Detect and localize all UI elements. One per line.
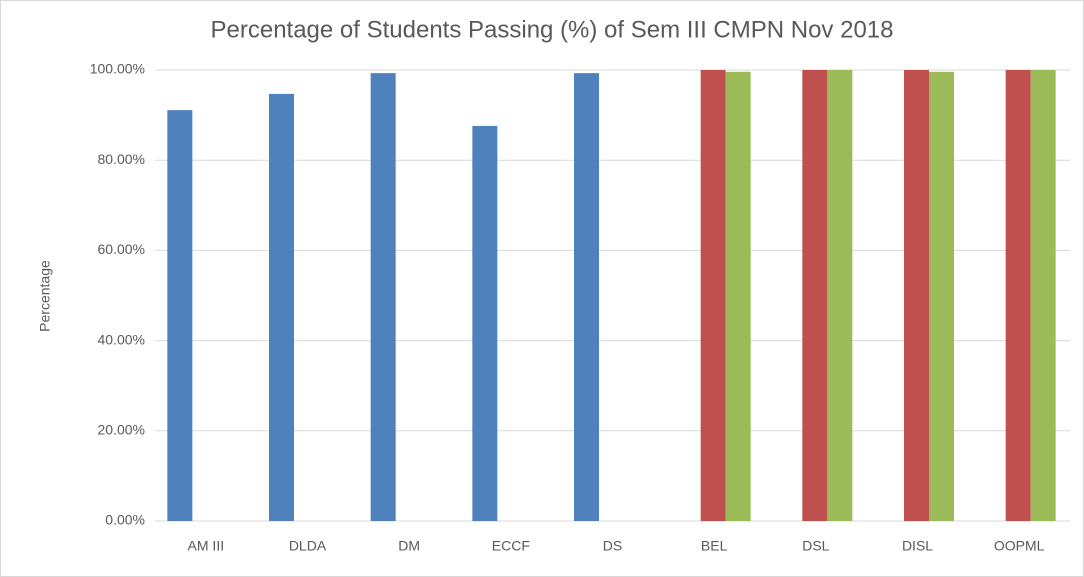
x-tick-label: DSL	[802, 538, 829, 554]
y-tick-label: 0.00%	[105, 512, 145, 528]
bar	[472, 125, 498, 521]
y-tick-label: 60.00%	[98, 241, 145, 257]
x-tick-label: DS	[603, 538, 622, 554]
bar	[725, 71, 751, 521]
bar	[929, 71, 954, 521]
bar	[370, 73, 396, 522]
x-tick-label: ECCF	[492, 538, 530, 554]
x-tick-label: OOPML	[994, 538, 1045, 554]
bar	[1030, 70, 1056, 521]
bar	[802, 70, 828, 521]
y-tick-label: 20.00%	[98, 422, 145, 438]
y-axis-label: Percentage	[37, 260, 53, 332]
bar	[1005, 70, 1031, 521]
x-tick-label: DISL	[902, 538, 933, 554]
y-tick-label: 40.00%	[98, 331, 145, 347]
x-tick-label: DM	[398, 538, 420, 554]
bar	[574, 73, 599, 522]
bar	[700, 70, 726, 521]
chart-title: Percentage of Students Passing (%) of Se…	[211, 16, 894, 43]
bar	[904, 70, 929, 521]
bar	[269, 93, 294, 521]
bar	[827, 70, 853, 521]
x-tick-label: BEL	[701, 538, 728, 554]
y-tick-label: 100.00%	[90, 61, 145, 77]
bar	[167, 110, 193, 521]
x-tick-label: AM III	[188, 538, 225, 554]
y-tick-label: 80.00%	[98, 151, 145, 167]
x-tick-label: DLDA	[289, 538, 327, 554]
